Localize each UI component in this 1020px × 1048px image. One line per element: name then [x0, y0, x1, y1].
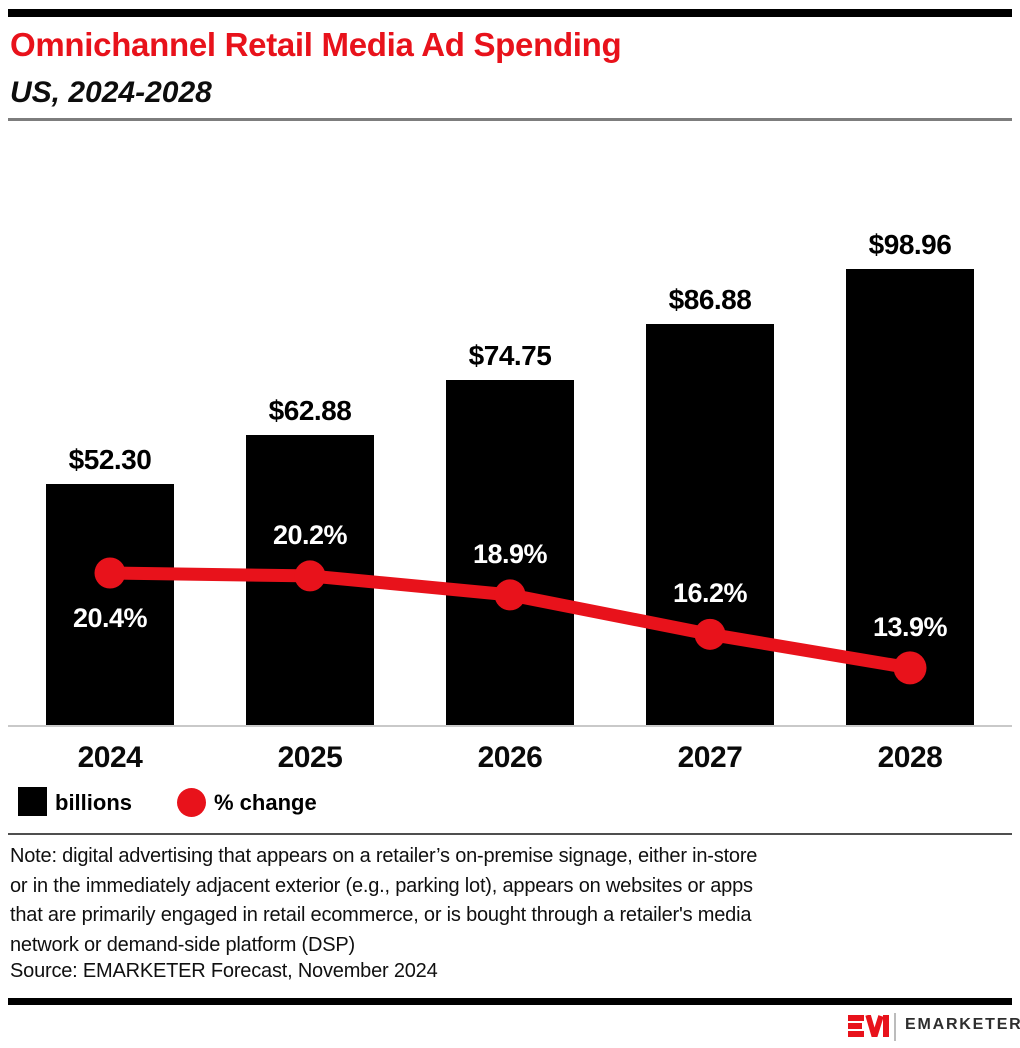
bar-value-label: $98.96: [868, 229, 952, 260]
source-text: Source: EMARKETER Forecast, November 202…: [10, 960, 438, 982]
bar-value-label: $74.75: [468, 340, 552, 371]
top-rule: [8, 9, 1012, 17]
pct-change-label: 16.2%: [672, 578, 748, 608]
bar-2027: [646, 324, 774, 725]
x-axis-tick-label: 2025: [277, 741, 343, 774]
legend-line-label: % change: [214, 790, 317, 815]
chart-subtitle: US, 2024-2028: [10, 76, 212, 109]
note-divider: [8, 833, 1012, 835]
bar-value-label: $52.30: [68, 444, 152, 475]
note-text: Note: digital advertising that appears o…: [10, 842, 757, 960]
note-line-1: Note: digital advertising that appears o…: [10, 845, 758, 867]
note-line-2: or in the immediately adjacent exterior …: [10, 874, 753, 897]
x-axis-tick-label: 2026: [477, 741, 543, 774]
x-axis-tick-label: 2027: [677, 741, 743, 774]
bar-value-label: $62.88: [268, 395, 352, 426]
x-axis-tick-label: 2028: [877, 741, 943, 774]
pct-change-label: 20.2%: [272, 520, 348, 550]
pct-change-label: 18.9%: [472, 539, 548, 569]
bottom-rule: [8, 998, 1012, 1005]
logo-divider: [894, 1013, 896, 1041]
note-line-4: network or demand-side platform (DSP): [10, 933, 355, 956]
emarketer-logo-icon: [848, 1015, 889, 1037]
pct-change-label: 13.9%: [872, 612, 948, 642]
bar-2028: [846, 269, 974, 725]
x-axis-tick-label: 2024: [77, 741, 143, 774]
legend-line-swatch: [177, 788, 206, 817]
header-divider: [8, 118, 1012, 121]
bar-2025: [246, 435, 374, 725]
pct-change-label: 20.4%: [72, 603, 148, 633]
bar-value-label: $86.88: [668, 284, 752, 315]
x-axis-line: [8, 725, 1012, 727]
chart-title: Omnichannel Retail Media Ad Spending: [10, 26, 622, 63]
legend-bar-swatch: [18, 787, 47, 816]
note-line-3: that are primarily engaged in retail eco…: [10, 904, 752, 926]
legend-bar-label: billions: [55, 790, 132, 815]
brand-wordmark: EMARKETER: [905, 1016, 1020, 1033]
